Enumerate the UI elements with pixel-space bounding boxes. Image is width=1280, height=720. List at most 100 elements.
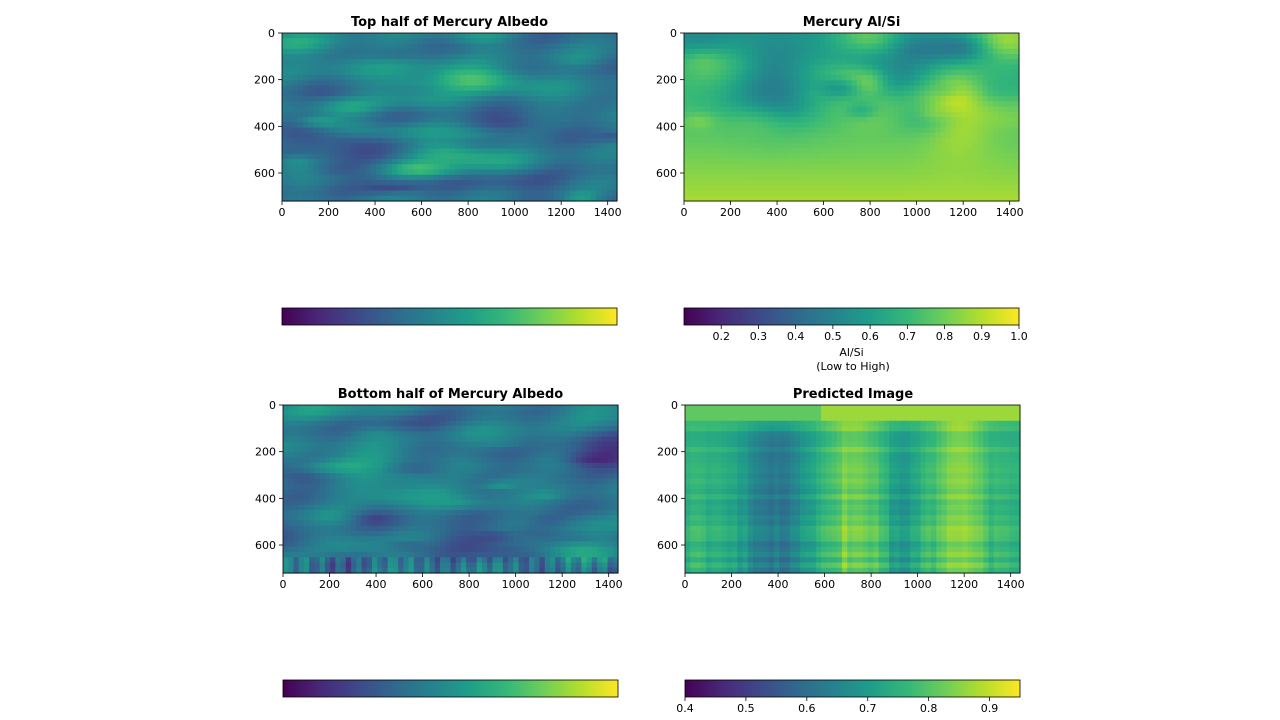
heatmap-cell	[888, 69, 894, 76]
heatmap-cell	[518, 452, 525, 459]
heatmap-cell	[534, 410, 541, 417]
heatmap-cell	[507, 143, 513, 150]
x-tick-label: 0	[279, 206, 286, 219]
heatmap-cell	[982, 127, 989, 134]
heatmap-cell	[507, 96, 513, 102]
heatmap-cell	[449, 185, 456, 192]
heatmap-cell	[612, 410, 619, 417]
heatmap-cell	[762, 169, 769, 176]
heatmap-cell	[297, 159, 304, 165]
heatmap-cell	[564, 96, 571, 102]
heatmap-cell	[549, 420, 556, 427]
heatmap-cell	[788, 48, 795, 55]
heatmap-cell	[825, 90, 832, 97]
heatmap-cell	[607, 426, 614, 432]
heatmap-cell	[370, 117, 377, 123]
heatmap-cell	[475, 122, 482, 129]
heatmap-cell	[704, 90, 711, 97]
heatmap-cell	[465, 143, 472, 150]
heatmap-cell	[704, 48, 711, 55]
heatmap-cell	[846, 180, 853, 186]
heatmap-cell	[366, 405, 373, 411]
heatmap-cell	[846, 111, 853, 118]
heatmap-cell	[355, 138, 362, 144]
heatmap-cell	[433, 159, 440, 165]
heatmap-cell	[397, 101, 403, 108]
heatmap-cell	[772, 64, 779, 71]
heatmap-cell	[752, 127, 758, 134]
heatmap-cell	[903, 75, 910, 81]
heatmap-cell	[872, 127, 879, 134]
heatmap-cell	[492, 452, 499, 459]
heatmap-cell	[704, 33, 711, 39]
heatmap-cell	[318, 106, 325, 113]
heatmap-cell	[302, 59, 309, 66]
heatmap-cell	[517, 33, 524, 39]
heatmap-cell	[856, 153, 863, 160]
heatmap-cell	[694, 180, 701, 186]
heatmap-cell	[518, 431, 525, 438]
heatmap-cell	[449, 174, 456, 181]
heatmap-cell	[297, 122, 304, 129]
heatmap-cell	[444, 64, 451, 71]
heatmap-cell	[898, 117, 905, 123]
heatmap-cell	[804, 159, 811, 165]
heatmap-cell	[370, 48, 377, 55]
heatmap-cell	[731, 180, 737, 186]
heatmap-cell	[522, 101, 529, 108]
heatmap-cell	[344, 117, 351, 123]
heatmap-cell	[856, 111, 863, 118]
heatmap-cell	[465, 111, 472, 118]
heatmap-cell	[544, 452, 551, 459]
heatmap-cell	[783, 159, 790, 165]
heatmap-cell	[741, 153, 748, 160]
heatmap-cell	[381, 153, 388, 160]
heatmap-cell	[370, 127, 377, 134]
heatmap-cell	[841, 169, 847, 176]
heatmap-cell	[746, 69, 753, 76]
heatmap-cell	[465, 164, 472, 171]
heatmap-cell	[590, 85, 597, 92]
heatmap-cell	[475, 164, 482, 171]
heatmap-cell	[820, 64, 826, 71]
heatmap-cell	[381, 33, 388, 39]
heatmap-cell	[767, 148, 774, 155]
heatmap-cell	[867, 143, 874, 150]
heatmap-cell	[387, 457, 394, 464]
heatmap-cell	[466, 405, 473, 411]
heatmap-cell	[555, 452, 562, 459]
heatmap-cell	[867, 54, 874, 60]
colorbar-gradient	[281, 307, 618, 326]
heatmap-cell	[898, 143, 905, 150]
heatmap-cell	[302, 101, 309, 108]
heatmap-cell	[335, 441, 342, 448]
heatmap-cell	[517, 59, 524, 66]
heatmap-cell	[725, 143, 732, 150]
heatmap-cell	[554, 80, 561, 87]
heatmap-cell	[391, 59, 398, 66]
heatmap-cell	[491, 180, 498, 186]
heatmap-cell	[391, 69, 398, 76]
heatmap-cell	[1003, 111, 1010, 118]
heatmap-cell	[814, 190, 821, 197]
heatmap-cell	[412, 85, 419, 92]
heatmap-cell	[313, 33, 320, 39]
heatmap-cell	[538, 132, 545, 139]
heatmap-cell	[919, 195, 926, 202]
heatmap-cell	[439, 54, 445, 60]
heatmap-cell	[580, 80, 587, 87]
heatmap-cell	[715, 64, 722, 71]
heatmap-cell	[710, 169, 716, 176]
heatmap-cell	[684, 169, 690, 176]
heatmap-cell	[454, 117, 461, 123]
heatmap-cell	[554, 111, 561, 118]
heatmap-cell	[377, 452, 384, 459]
heatmap-cell	[522, 159, 529, 165]
heatmap-cell	[475, 185, 482, 192]
heatmap-cell	[689, 59, 696, 66]
heatmap-cell	[898, 174, 905, 181]
heatmap-cell	[418, 69, 424, 76]
heatmap-cell	[487, 410, 493, 417]
heatmap-cell	[361, 441, 368, 448]
heatmap-cell	[418, 164, 424, 171]
